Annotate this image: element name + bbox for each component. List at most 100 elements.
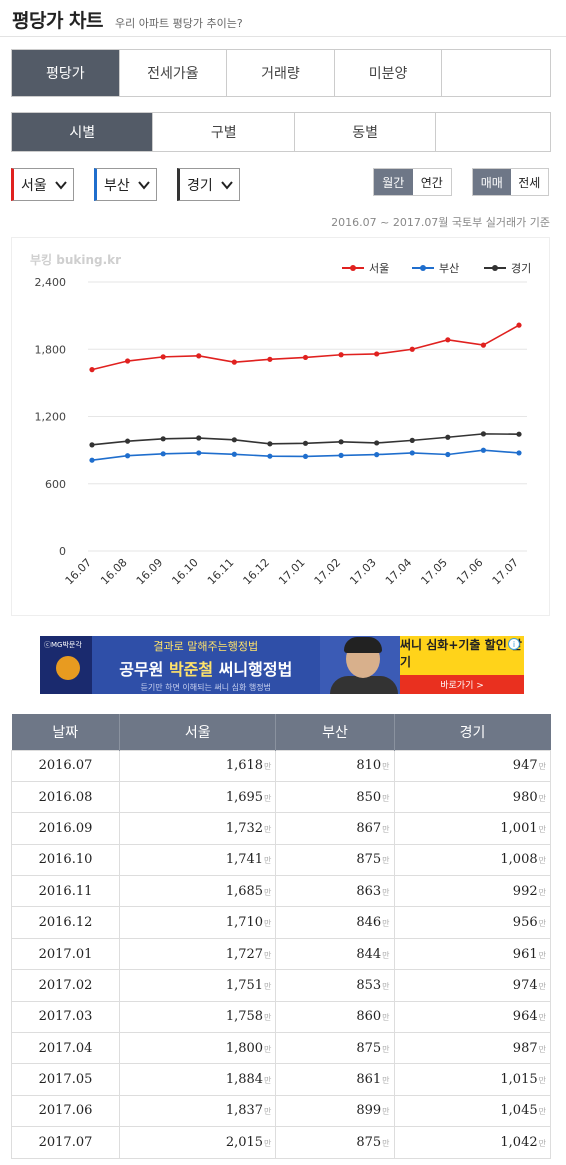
unit-label: 만 (382, 1013, 390, 1023)
cell-seoul: 1,751만 (118, 969, 277, 1002)
ad-go-button[interactable]: 바로가기 > (400, 675, 524, 694)
chevron-down-icon (138, 181, 150, 190)
cell-date: 2016.09 (11, 812, 120, 845)
unit-label: 만 (538, 950, 546, 960)
tab-empty-2 (436, 113, 550, 151)
ad-cta-text: 써니 심화+기출 할인 받기 (400, 638, 522, 669)
data-point (409, 346, 415, 352)
table-row: 2017.06 1,837만 899만 1,045만 (11, 1094, 552, 1128)
cell-busan-value: 860 (356, 1009, 382, 1025)
ad-info-icon[interactable]: i (508, 638, 520, 650)
legend-label: 부산 (439, 262, 459, 275)
y-tick-label: 1,200 (35, 411, 67, 424)
ad-banner[interactable]: ⓒMG박문각 결과로 말해주는행정법 공무원 박준철 써니행정법 듣기만 하면 … (40, 636, 524, 694)
unit-label: 만 (264, 856, 272, 866)
unit-label: 만 (538, 1044, 546, 1054)
unit-label: 만 (264, 887, 272, 897)
data-point (409, 437, 415, 443)
cell-seoul: 1,695만 (118, 780, 277, 814)
unit-label: 만 (538, 1076, 546, 1086)
cell-gyeonggi-value: 964 (512, 1009, 538, 1025)
region-select-3[interactable]: 경기 (177, 168, 240, 201)
legend-marker (492, 265, 498, 271)
unit-label: 만 (538, 1138, 546, 1148)
data-point (89, 457, 95, 463)
cell-seoul-value: 1,695 (225, 789, 264, 805)
cell-gyeonggi-value: 987 (512, 1040, 538, 1056)
data-point (302, 440, 309, 446)
cell-gyeonggi-value: 956 (512, 915, 538, 931)
legend-marker (350, 265, 356, 271)
cell-busan: 853만 (275, 969, 395, 1002)
cell-seoul-value: 1,710 (225, 915, 264, 931)
cell-date-value: 2017.03 (38, 1009, 93, 1025)
region-level-tabs: 시별 구별 동별 (11, 112, 551, 152)
tab-by-dong[interactable]: 동별 (295, 113, 437, 151)
data-point (338, 439, 344, 445)
cell-gyeonggi: 1,001만 (393, 812, 552, 845)
ad-person-hair (343, 637, 382, 653)
data-point (374, 351, 380, 357)
unit-label: 만 (264, 1013, 272, 1023)
cell-date: 2017.01 (11, 937, 120, 971)
cell-seoul: 1,800만 (118, 1032, 277, 1065)
data-point (480, 431, 487, 437)
data-point (338, 452, 344, 458)
price-chart: 부킹 buking.kr 0 600 1,200 1,800 2,400 16.07 16.0… (11, 237, 550, 616)
toggle-yearly[interactable]: 연간 (420, 175, 443, 190)
region-select-1-value: 서울 (21, 177, 47, 194)
data-point (445, 451, 451, 458)
cell-busan-value: 861 (356, 1072, 382, 1088)
ad-line-2: 공무원 박준철 써니행정법 (119, 656, 292, 680)
unit-label: 만 (264, 1044, 272, 1054)
data-point (231, 359, 237, 365)
cell-gyeonggi: 974만 (393, 969, 552, 1002)
cell-gyeonggi: 987만 (393, 1032, 552, 1065)
table-row: 2017.02 1,751만 853만 974만 (11, 969, 552, 1002)
region-select-2[interactable]: 부산 (94, 168, 157, 201)
table-row: 2017.07 2,015만 875만 1,042만 (11, 1126, 552, 1159)
data-point (124, 453, 131, 459)
unit-label: 만 (264, 793, 272, 803)
tab-unsold[interactable]: 미분양 (335, 50, 443, 96)
unit-label: 만 (264, 762, 272, 772)
page-title: 평당가 차트 (12, 10, 104, 32)
tab-price-per-pyeong[interactable]: 평당가 (12, 50, 120, 96)
data-point (374, 452, 380, 458)
cell-date: 2016.07 (11, 749, 120, 782)
data-period-note: 2016.07 ~ 2017.07월 국토부 실거래가 기준 (331, 216, 550, 229)
cell-seoul: 1,732만 (118, 812, 277, 845)
region-select-1[interactable]: 서울 (11, 168, 74, 201)
cell-busan-value: 875 (356, 1040, 382, 1056)
x-tick-label: 17.07 (490, 556, 521, 587)
x-tick-label: 16.09 (134, 556, 165, 587)
ad-brand: ⓒMG박문각 (40, 636, 92, 694)
category-tabs: 평당가 전세가율 거래량 미분양 (11, 49, 551, 97)
tab-jeonse-ratio[interactable]: 전세가율 (120, 50, 228, 96)
toggle-monthly[interactable]: 월간 (374, 169, 413, 195)
cell-date-value: 2017.04 (38, 1040, 93, 1056)
tab-transaction-volume[interactable]: 거래량 (227, 50, 335, 96)
tab-by-district[interactable]: 구별 (153, 113, 295, 151)
table-row: 2016.10 1,741만 875만 1,008만 (11, 843, 552, 877)
y-tick-label: 0 (59, 545, 66, 558)
data-point (267, 453, 273, 459)
unit-label: 만 (382, 762, 390, 772)
page-header: 평당가 차트 우리 아파트 평당가 추이는? (12, 6, 243, 32)
table-header-row: 날짜 서울 부산 경기 (11, 714, 551, 750)
cell-busan-value: 846 (356, 915, 382, 931)
data-point (160, 436, 166, 442)
ad-line-2c: 써니행정법 (213, 659, 293, 679)
data-point (516, 450, 522, 456)
toggle-sale[interactable]: 매매 (473, 169, 511, 195)
toggle-jeonse[interactable]: 전세 (518, 175, 541, 190)
ad-logo-icon (56, 656, 80, 680)
x-tick-label: 16.12 (241, 556, 272, 587)
cell-date-value: 2017.05 (38, 1072, 93, 1088)
table-row: 2016.08 1,695만 850만 980만 (11, 780, 552, 814)
tab-by-city[interactable]: 시별 (12, 113, 154, 151)
cell-busan: 861만 (275, 1063, 395, 1096)
ad-line-3: 듣기만 하면 이해되는 써니 심화 행정법 (140, 682, 271, 692)
data-point (160, 451, 166, 457)
